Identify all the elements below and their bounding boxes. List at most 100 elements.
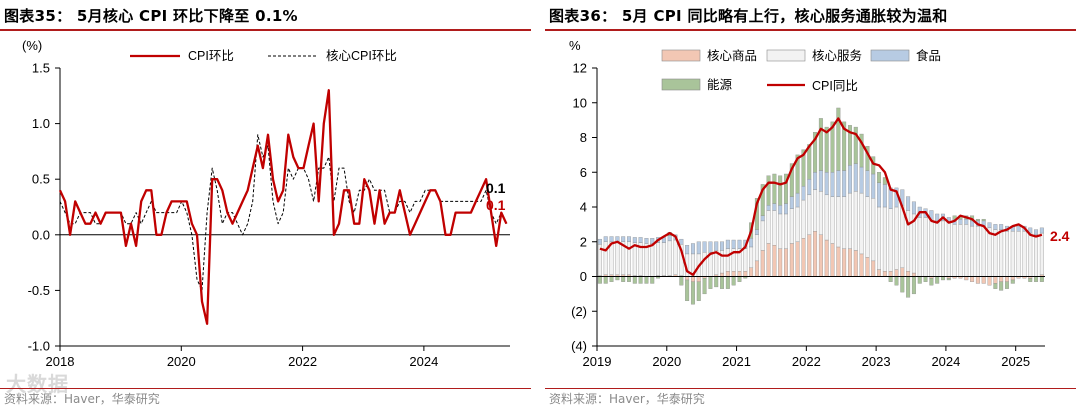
legend-core-label: 核心CPI环比: [326, 49, 397, 63]
bar-energy: [929, 278, 934, 286]
bar-food: [696, 241, 701, 255]
bar-food: [650, 238, 655, 244]
bar-energy: [702, 278, 707, 295]
bar-core-services: [929, 218, 934, 277]
bar-food: [737, 239, 742, 249]
bar-energy: [632, 276, 637, 284]
bar-core-goods: [807, 234, 812, 277]
bar-energy: [853, 126, 858, 164]
bar-core-goods: [737, 271, 742, 277]
bar-core-services: [772, 210, 777, 246]
bar-energy: [888, 276, 893, 282]
cpi-yoy-last-value-label: 2.4: [1050, 228, 1070, 244]
bar-core-goods: [975, 276, 980, 284]
bar-energy: [824, 126, 829, 173]
bar-core-goods: [824, 239, 829, 277]
bar-core-services: [888, 208, 893, 272]
bar-food: [749, 238, 754, 248]
bar-energy: [690, 281, 695, 305]
bar-food: [1039, 227, 1044, 234]
bar-core-services: [975, 225, 980, 277]
bar-energy: [830, 121, 835, 173]
bar-core-goods: [987, 276, 992, 286]
bar-food: [807, 179, 812, 196]
bar-energy: [795, 154, 800, 194]
bar-core-services: [1004, 231, 1009, 277]
y-tick-label: 1.0: [32, 116, 50, 131]
bar-food: [847, 165, 852, 194]
bar-food: [877, 182, 882, 208]
core-cpi-mom-line: [59, 134, 507, 291]
bar-food: [679, 238, 684, 245]
bar-food: [720, 241, 725, 251]
bar-core-goods: [743, 271, 748, 277]
y-tick-label: 1.5: [32, 61, 50, 76]
right-chart-title: 图表36： 5月 CPI 同比略有上行，核心服务通胀较为温和: [549, 7, 948, 25]
bar-food: [754, 229, 759, 235]
bar-energy: [615, 276, 620, 281]
bar-core-goods: [760, 250, 765, 277]
legend-core-goods-swatch: [661, 49, 701, 62]
bar-core-goods: [778, 248, 783, 277]
bar-core-services: [795, 206, 800, 242]
bar-core-services: [958, 224, 963, 277]
bar-core-goods: [882, 271, 887, 277]
bar-core-goods: [894, 269, 899, 277]
bar-energy: [609, 276, 614, 282]
bar-energy: [993, 283, 998, 289]
bar-energy: [836, 107, 841, 171]
bar-food: [836, 170, 841, 197]
x-tick-label: 2020: [167, 354, 196, 369]
bar-core-services: [993, 229, 998, 277]
bar-core-goods: [865, 257, 870, 277]
x-tick-label: 2022: [792, 354, 821, 369]
bar-food: [853, 163, 858, 192]
bar-core-services: [853, 191, 858, 251]
bar-core-services: [847, 192, 852, 249]
legend-core-services-label: 核心服务: [812, 48, 862, 63]
bar-energy: [737, 276, 742, 282]
bar-core-services: [789, 208, 794, 244]
bar-energy: [981, 218, 986, 222]
bar-core-services: [946, 222, 951, 277]
bar-core-services: [1010, 231, 1015, 277]
bar-core-services: [743, 248, 748, 272]
bar-energy: [714, 276, 719, 288]
bar-core-goods: [871, 260, 876, 277]
bar-core-services: [917, 217, 922, 277]
bar-food: [772, 203, 777, 211]
y-tick-label: -1.0: [28, 339, 50, 354]
bar-core-services: [1022, 231, 1027, 277]
bar-core-services: [824, 194, 829, 241]
bar-core-goods: [842, 248, 847, 277]
bar-core-services: [830, 196, 835, 244]
bar-food: [644, 238, 649, 244]
bar-food: [667, 235, 672, 242]
bar-food: [911, 201, 916, 215]
x-tick-label: 2019: [583, 354, 612, 369]
bar-food: [725, 239, 730, 249]
bar-energy: [911, 276, 916, 295]
bar-food: [609, 236, 614, 242]
bar-core-services: [1016, 231, 1021, 277]
bar-core-goods: [818, 234, 823, 277]
bar-core-services: [650, 243, 655, 277]
legend-energy-label: 能源: [707, 78, 733, 92]
bar-core-services: [807, 194, 812, 235]
legend-energy-swatch: [661, 78, 701, 91]
bar-food: [801, 185, 806, 201]
bar-food: [632, 237, 637, 243]
legend-core-services-swatch: [766, 49, 806, 62]
bar-core-services: [754, 234, 759, 262]
bar-core-goods: [847, 248, 852, 277]
y-tick-label: 0: [580, 269, 587, 284]
bar-core-services: [702, 252, 707, 277]
bar-energy: [731, 276, 736, 286]
bar-energy: [801, 149, 806, 187]
bar-energy: [720, 276, 725, 289]
bar-core-services: [656, 242, 661, 276]
bar-food: [685, 245, 690, 255]
bar-core-services: [1034, 234, 1039, 277]
bar-core-services: [1039, 232, 1044, 275]
bar-core-services: [941, 220, 945, 277]
